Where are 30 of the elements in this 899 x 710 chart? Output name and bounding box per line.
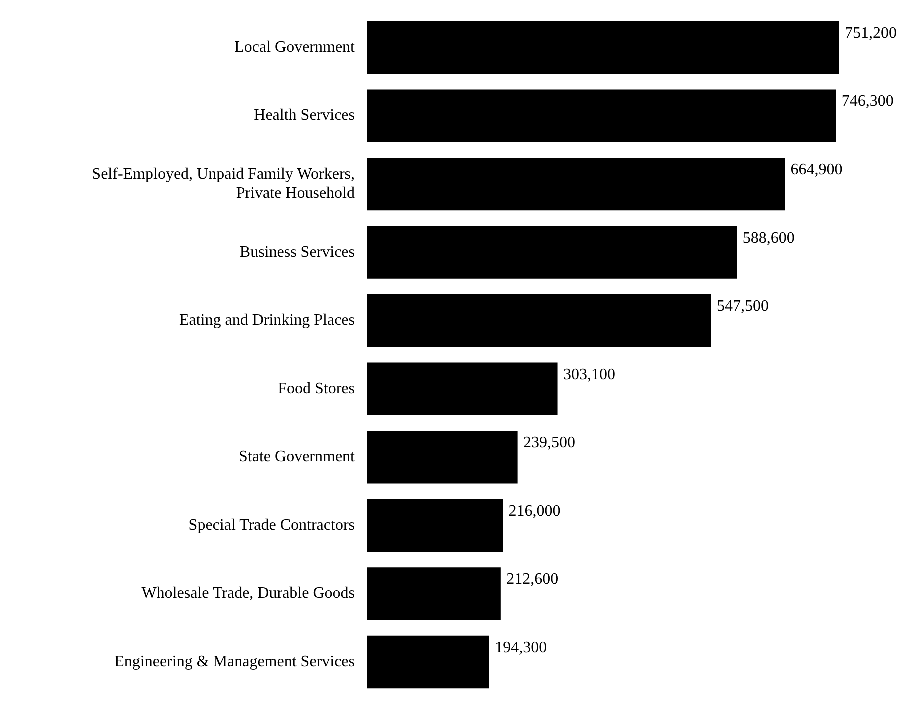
data-label: 746,300 [842, 93, 894, 110]
bar [367, 158, 786, 211]
bar [367, 226, 738, 279]
y-tick-label: Engineering & Management Services [114, 653, 355, 670]
data-label: 239,500 [523, 434, 576, 452]
bar [367, 568, 501, 620]
data-label: 216,000 [508, 502, 561, 520]
bar [367, 499, 504, 552]
bar [367, 636, 490, 689]
y-tick-label: Business Services [240, 244, 355, 261]
y-tick-label: Local Government [234, 38, 356, 56]
data-label: 303,100 [563, 366, 616, 384]
bar [367, 90, 836, 142]
data-label: 751,200 [845, 24, 897, 42]
data-label: 194,300 [495, 639, 548, 656]
y-tick-label: Health Services [254, 107, 355, 124]
y-tick-label: Eating and Drinking Places [179, 312, 355, 330]
data-label: 547,500 [717, 298, 770, 316]
bar [367, 294, 712, 348]
bar [367, 362, 558, 416]
y-tick-label: Special Trade Contractors [188, 516, 355, 534]
data-label: 212,600 [506, 571, 559, 588]
y-tick-label: Wholesale Trade, Durable Goods [142, 585, 355, 602]
bar [367, 21, 839, 74]
data-label: 664,900 [790, 162, 843, 179]
data-label: 588,600 [742, 230, 795, 247]
y-tick-label: State Government [239, 448, 356, 466]
y-tick-label: Food Stores [278, 380, 355, 398]
y-tick-label: Self-Employed, Unpaid Family Workers, Private Household [92, 166, 355, 202]
bar [367, 431, 518, 484]
